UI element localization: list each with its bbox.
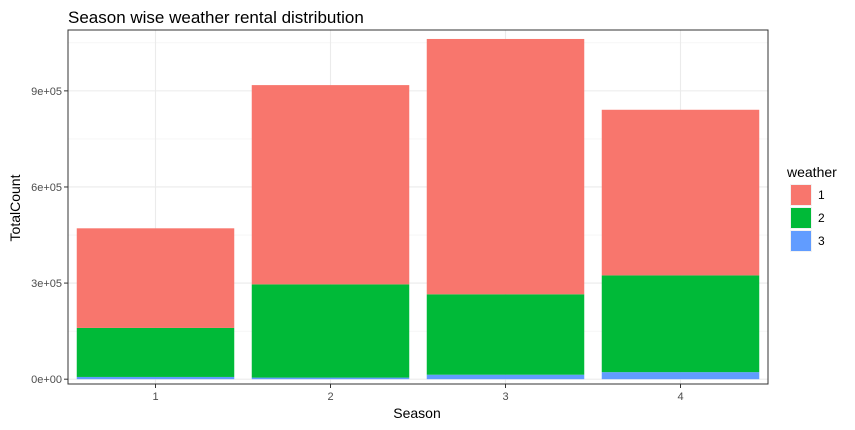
legend: weather 1 2 3 (786, 164, 837, 252)
bar-segment (426, 374, 585, 380)
y-tick-label: 0e+00 (31, 374, 62, 386)
x-tick-label: 3 (502, 391, 508, 403)
bar-segment (601, 275, 760, 373)
bar-segment (426, 38, 585, 295)
x-axis-title: Season (393, 405, 440, 421)
chart-title: Season wise weather rental distribution (68, 8, 364, 27)
legend-key (791, 208, 811, 228)
panel-border (67, 29, 769, 385)
legend-title: weather (786, 164, 837, 180)
bar-segment (76, 228, 235, 328)
bar-segment (251, 85, 410, 285)
y-tick-label: 6e+05 (31, 182, 62, 194)
legend-label: 1 (818, 188, 825, 202)
bar-segment (251, 377, 410, 380)
legend-key (791, 231, 811, 251)
bar-segment (76, 376, 235, 380)
x-tick-label: 1 (152, 391, 158, 403)
plot-area: 0e+00 3e+05 6e+05 9e+05 1 2 3 4 (31, 29, 769, 403)
bar-segment (251, 284, 410, 378)
y-axis-title: TotalCount (7, 174, 23, 241)
legend-label: 3 (818, 234, 825, 248)
y-tick-label: 3e+05 (31, 278, 62, 290)
bar-segment (426, 294, 585, 375)
legend-key (791, 185, 811, 205)
x-tick-label: 4 (677, 391, 683, 403)
y-tick-label: 9e+05 (31, 86, 62, 98)
legend-label: 2 (818, 211, 825, 225)
bar-segment (601, 372, 760, 380)
bar-segment (601, 109, 760, 276)
bar-segment (76, 327, 235, 377)
x-tick-label: 2 (327, 391, 333, 403)
